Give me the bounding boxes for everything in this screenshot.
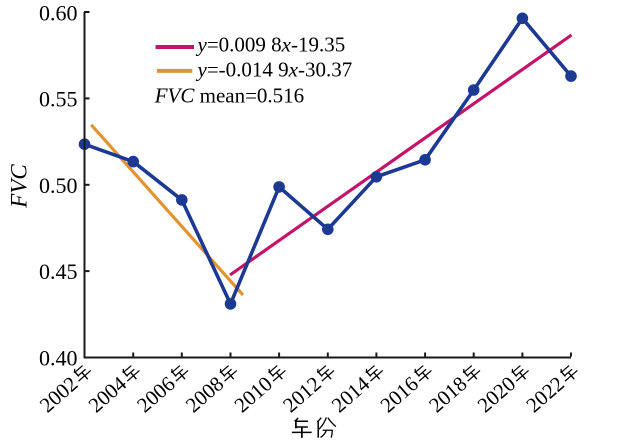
svg-text:0.50: 0.50	[39, 173, 78, 198]
svg-text:FVC mean=0.516: FVC mean=0.516	[154, 83, 305, 107]
svg-text:0.55: 0.55	[39, 87, 78, 112]
svg-text:0.40: 0.40	[39, 346, 78, 371]
svg-text:FVC: FVC	[7, 164, 32, 209]
svg-text:0.60: 0.60	[39, 0, 78, 25]
svg-text:y=-0.014 9x-30.37: y=-0.014 9x-30.37	[196, 58, 353, 82]
svg-text:y=0.009 8x-19.35: y=0.009 8x-19.35	[196, 33, 346, 57]
svg-text:0.45: 0.45	[39, 259, 78, 284]
